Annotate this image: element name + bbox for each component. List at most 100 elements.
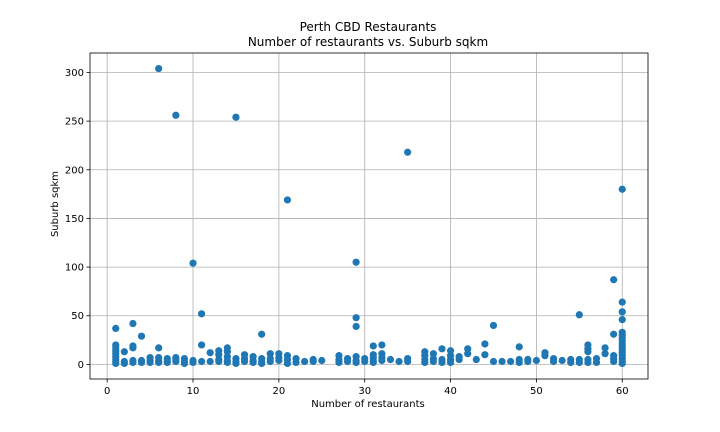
data-point [275,356,283,365]
data-point [232,359,240,368]
y-tick-label: 100 [65,263,84,274]
data-point [549,357,558,366]
data-point [507,357,515,366]
plot-area [89,52,649,380]
data-point [180,359,189,368]
data-point [524,357,532,366]
data-point [489,357,498,366]
axis-ticks: 0 10 20 30 40 50 60 0 50 100 150 200 250 300 [65,68,629,397]
data-points [112,64,626,368]
data-point [343,357,352,366]
x-tick-label: 20 [272,386,285,397]
data-point [618,359,626,368]
data-point [515,358,523,367]
data-point [137,358,146,367]
y-tick-label: 300 [65,68,84,79]
data-point [155,344,163,352]
y-tick-label: 200 [65,165,84,176]
data-point [429,357,437,366]
data-point [283,359,292,368]
data-point [318,356,326,365]
data-point [206,349,214,357]
data-point [258,330,266,338]
data-point [584,348,592,356]
data-point [601,350,609,358]
data-point [120,359,128,368]
data-point [575,311,583,319]
data-point [386,355,395,364]
data-point [618,298,626,306]
data-point [206,357,214,366]
x-axis-label: Number of restaurants [311,399,425,410]
data-point [129,319,137,328]
data-point [198,341,206,349]
data-point [223,358,231,367]
grid-lines [90,53,648,379]
data-point [155,64,163,73]
data-point [558,356,566,365]
data-point [232,113,240,121]
data-point [198,310,206,318]
data-point [112,324,120,332]
x-tick-label: 30 [358,386,371,397]
data-point [163,358,171,367]
chart-title: Perth CBD Restaurants [300,20,437,34]
data-point [301,357,309,366]
data-point [155,358,163,367]
data-point [352,322,360,331]
data-point [249,358,257,367]
data-point [129,344,137,352]
data-point [361,357,369,366]
data-point [472,355,480,364]
x-tick-label: 60 [616,386,629,397]
data-point [515,343,523,351]
data-point [189,358,197,367]
data-point [446,358,455,367]
data-point [172,357,180,366]
data-point [292,358,300,367]
data-point [592,358,601,367]
data-point [172,111,180,119]
data-point [618,316,626,324]
data-point [215,357,223,366]
data-point [378,356,386,365]
data-point [575,358,583,367]
y-tick-label: 250 [65,117,84,128]
data-point [610,357,618,366]
data-point [146,358,154,367]
data-point [240,357,249,366]
data-point [584,358,592,367]
data-point [438,358,446,367]
data-point [189,259,197,267]
x-tick-label: 40 [444,386,457,397]
data-point [481,351,489,359]
data-point [404,357,412,366]
y-tick-label: 0 [78,360,84,371]
data-point [498,357,506,366]
y-tick-label: 150 [65,214,84,225]
data-point [369,342,377,350]
chart-subtitle: Number of restaurants vs. Suburb sqkm [248,35,488,49]
data-point [610,276,618,284]
data-point [378,341,386,349]
data-point [369,358,377,367]
data-point [129,358,137,367]
x-tick-label: 0 [104,386,110,397]
data-point [352,314,360,322]
data-point [309,357,317,366]
data-point [120,348,128,356]
data-point [266,357,274,366]
data-point [395,357,403,366]
data-point [618,308,626,316]
data-point [532,356,541,365]
data-point [352,358,360,367]
data-point [567,358,575,367]
data-point [541,352,549,360]
data-point [464,350,472,358]
data-point [335,358,343,367]
data-point [137,332,146,340]
data-point [258,359,266,368]
data-point [198,357,206,366]
data-point [352,258,360,266]
